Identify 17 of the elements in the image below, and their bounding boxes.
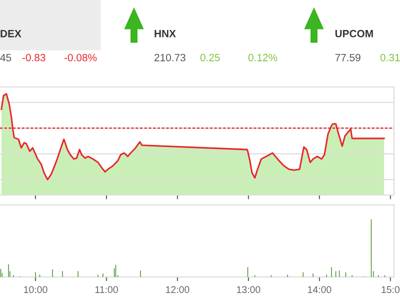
x-tick-label: 15:0: [382, 286, 400, 294]
x-tick-label: 10:00: [24, 286, 48, 294]
text: UPCOM: [335, 30, 373, 38]
x-tick-label: 12:00: [166, 286, 190, 294]
text: -0.83: [22, 54, 46, 62]
text: HNX: [154, 30, 176, 38]
text: 45: [0, 54, 12, 62]
x-tick-label: 13:00: [237, 286, 260, 294]
text: 0.12%: [248, 54, 278, 62]
x-tick-label: 14:00: [308, 286, 332, 294]
text: 0.31: [380, 54, 400, 62]
text: -0.08%: [64, 54, 97, 62]
text: DEX: [0, 30, 22, 38]
text: 210.73: [154, 54, 186, 62]
text: 77.59: [335, 54, 360, 62]
text: 0.25: [200, 54, 220, 62]
x-tick-label: 11:00: [95, 286, 118, 294]
